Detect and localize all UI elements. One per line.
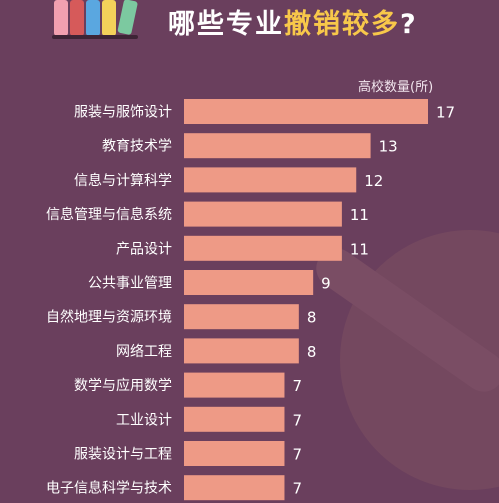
category-label: 电子信息科学与技术 <box>46 480 172 497</box>
value-label: 7 <box>292 377 302 395</box>
bar <box>184 338 299 364</box>
value-label: 7 <box>292 411 302 429</box>
bar <box>184 167 357 193</box>
page-title: 哪些专业撤销较多? <box>168 2 418 41</box>
category-label: 信息管理与信息系统 <box>46 206 172 223</box>
value-label: 12 <box>364 172 383 190</box>
value-label: 8 <box>307 309 317 327</box>
value-label: 17 <box>436 104 455 122</box>
bar <box>184 406 285 432</box>
bar <box>184 270 314 295</box>
bar <box>184 475 285 501</box>
value-label: 8 <box>307 343 317 361</box>
bar <box>184 133 371 159</box>
category-label: 自然地理与资源环境 <box>46 309 172 326</box>
bar <box>184 372 285 398</box>
value-label: 11 <box>350 206 369 224</box>
category-label: 网络工程 <box>116 344 172 360</box>
category-label: 数学与应用数学 <box>74 377 172 394</box>
category-label: 产品设计 <box>116 241 172 257</box>
value-label: 13 <box>379 138 398 156</box>
bar <box>184 201 342 227</box>
value-label: 9 <box>321 275 331 293</box>
category-label: 服装设计与工程 <box>74 447 172 463</box>
bar <box>184 235 342 261</box>
bar <box>184 304 299 330</box>
value-label: 7 <box>292 446 302 464</box>
value-label: 7 <box>292 480 302 498</box>
books-icon <box>52 0 138 39</box>
y-axis-label: 高校数量(所) <box>358 80 434 95</box>
category-label: 教育技术学 <box>102 139 172 155</box>
category-label: 信息与计算科学 <box>74 172 172 189</box>
category-label: 服装与服饰设计 <box>74 105 172 121</box>
title-highlight: 撤销较多 <box>284 9 400 40</box>
deco-bar <box>316 248 499 392</box>
title-part-1: 哪些专业 <box>168 9 284 40</box>
bar <box>184 441 285 466</box>
category-label: 公共事业管理 <box>88 276 172 292</box>
bar <box>184 99 428 124</box>
value-label: 11 <box>350 240 369 258</box>
title-part-2: ? <box>400 9 418 40</box>
category-label: 工业设计 <box>116 412 172 428</box>
